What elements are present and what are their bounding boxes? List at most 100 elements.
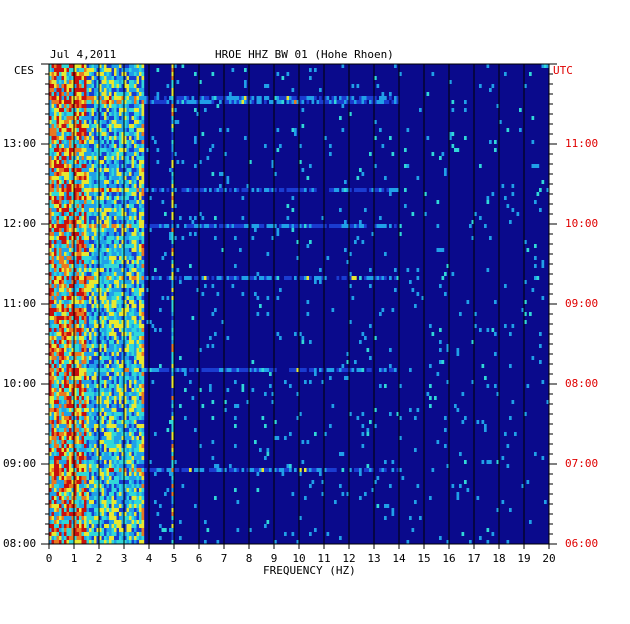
spectrogram-cell bbox=[54, 224, 57, 228]
spectrogram-cell bbox=[109, 280, 112, 284]
spectrogram-cell bbox=[119, 188, 122, 192]
spectrogram-cell bbox=[81, 144, 85, 148]
spectrogram-cell bbox=[121, 100, 125, 104]
spectrogram-cell bbox=[109, 104, 112, 108]
spectrogram-cell bbox=[371, 96, 375, 100]
spectrogram-cell bbox=[99, 176, 102, 180]
spectrogram-cell bbox=[194, 164, 197, 168]
spectrogram-cell bbox=[209, 368, 212, 372]
spectrogram-cell bbox=[51, 88, 55, 92]
spectrogram-cell bbox=[109, 412, 112, 416]
spectrogram-cell bbox=[141, 72, 145, 76]
spectrogram-cell bbox=[71, 300, 75, 304]
spectrogram-cell bbox=[121, 424, 125, 428]
spectrogram-cell bbox=[171, 336, 175, 340]
spectrogram-cell bbox=[54, 228, 57, 232]
spectrogram-cell bbox=[121, 352, 125, 356]
spectrogram-cell bbox=[86, 236, 90, 240]
spectrogram-cell bbox=[84, 136, 87, 140]
spectrogram-cell bbox=[174, 204, 177, 208]
spectrogram-cell bbox=[129, 332, 132, 336]
spectrogram-cell bbox=[91, 232, 95, 236]
spectrogram-cell bbox=[81, 72, 85, 76]
spectrogram-cell bbox=[59, 124, 62, 128]
spectrogram-cell bbox=[59, 468, 62, 472]
spectrogram-cell bbox=[109, 340, 112, 344]
spectrogram-cell bbox=[191, 224, 195, 228]
spectrogram-cell bbox=[106, 288, 110, 292]
spectrogram-cell bbox=[61, 184, 65, 188]
spectrogram-cell bbox=[189, 368, 192, 372]
spectrogram-cell bbox=[124, 296, 127, 300]
spectrogram-cell bbox=[171, 372, 175, 376]
spectrogram-cell bbox=[109, 112, 112, 116]
spectrogram-cell bbox=[304, 96, 307, 100]
spectrogram-cell bbox=[114, 124, 117, 128]
spectrogram-cell bbox=[171, 184, 175, 188]
spectrogram-cell bbox=[91, 76, 95, 80]
spectrogram-cell bbox=[81, 404, 85, 408]
spectrogram-cell bbox=[111, 264, 115, 268]
spectrogram-cell bbox=[71, 428, 75, 432]
spectrogram-cell bbox=[286, 216, 290, 220]
spectrogram-cell bbox=[81, 456, 85, 460]
spectrogram-cell bbox=[84, 428, 87, 432]
spectrogram-cell bbox=[134, 84, 137, 88]
spectrogram-cell bbox=[59, 440, 62, 444]
spectrogram-cell bbox=[84, 296, 87, 300]
spectrogram-cell bbox=[76, 268, 80, 272]
spectrogram-cell bbox=[84, 116, 87, 120]
spectrogram-cell bbox=[129, 372, 132, 376]
spectrogram-cell bbox=[59, 396, 62, 400]
spectrogram-cell bbox=[274, 276, 277, 280]
spectrogram-cell bbox=[126, 136, 130, 140]
spectrogram-cell bbox=[369, 356, 372, 360]
spectrogram-cell bbox=[101, 68, 105, 72]
spectrogram-cell bbox=[96, 348, 100, 352]
spectrogram-cell bbox=[74, 396, 77, 400]
spectrogram-cell bbox=[56, 392, 60, 396]
spectrogram-cell bbox=[86, 288, 90, 292]
spectrogram-cell bbox=[131, 200, 135, 204]
spectrogram-cell bbox=[71, 452, 75, 456]
spectrogram-cell bbox=[139, 152, 142, 156]
spectrogram-cell bbox=[96, 424, 100, 428]
spectrogram-cell bbox=[131, 228, 135, 232]
spectrogram-cell bbox=[116, 308, 120, 312]
spectrogram-cell bbox=[106, 112, 110, 116]
spectrogram-cell bbox=[96, 440, 100, 444]
spectrogram-cell bbox=[119, 316, 122, 320]
spectrogram-cell bbox=[429, 384, 432, 388]
spectrogram-cell bbox=[374, 408, 377, 412]
spectrogram-cell bbox=[64, 372, 67, 376]
spectrogram-cell bbox=[471, 340, 475, 344]
spectrogram-cell bbox=[284, 224, 287, 228]
spectrogram-cell bbox=[119, 260, 122, 264]
spectrogram-cell bbox=[319, 224, 322, 228]
spectrogram-cell bbox=[64, 88, 67, 92]
spectrogram-cell bbox=[366, 96, 370, 100]
spectrogram-cell bbox=[54, 212, 57, 216]
spectrogram-cell bbox=[129, 396, 132, 400]
spectrogram-cell bbox=[126, 240, 130, 244]
spectrogram-cell bbox=[136, 244, 140, 248]
spectrogram-cell bbox=[444, 172, 447, 176]
spectrogram-cell bbox=[539, 360, 542, 364]
spectrogram-cell bbox=[74, 196, 77, 200]
spectrogram-cell bbox=[116, 180, 120, 184]
spectrogram-cell bbox=[124, 112, 127, 116]
spectrogram-cell bbox=[86, 360, 90, 364]
spectrogram-cell bbox=[129, 308, 132, 312]
spectrogram-cell bbox=[244, 368, 247, 372]
spectrogram-cell bbox=[109, 264, 112, 268]
spectrogram-cell bbox=[84, 448, 87, 452]
spectrogram-cell bbox=[106, 336, 110, 340]
spectrogram-cell bbox=[86, 196, 90, 200]
spectrogram-cell bbox=[89, 112, 92, 116]
spectrogram-cell bbox=[141, 192, 145, 196]
spectrogram-cell bbox=[106, 260, 110, 264]
spectrogram-cell bbox=[199, 224, 202, 228]
spectrogram-cell bbox=[289, 432, 292, 436]
spectrogram-cell bbox=[74, 456, 77, 460]
spectrogram-cell bbox=[74, 152, 77, 156]
